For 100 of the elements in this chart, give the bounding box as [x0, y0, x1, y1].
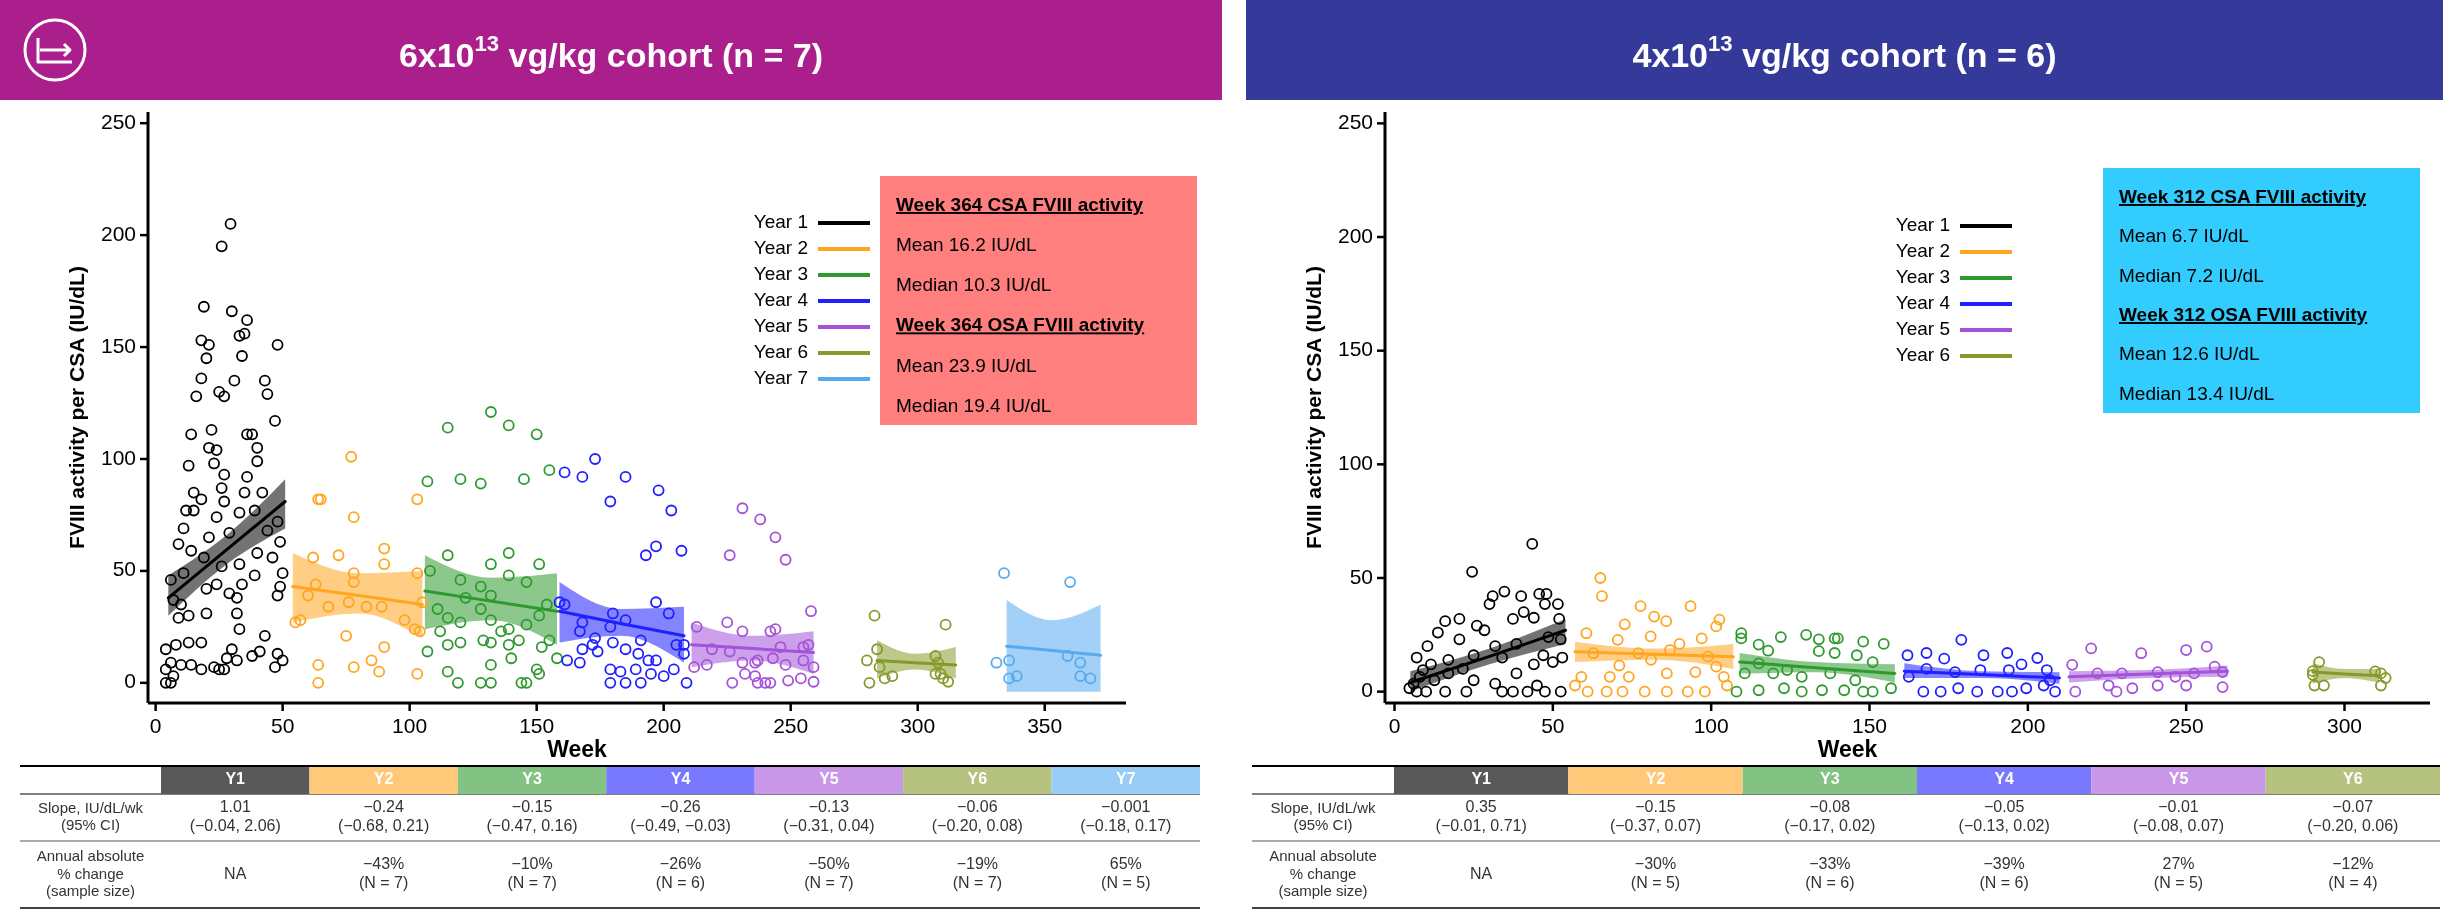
- point: [1824, 667, 1837, 680]
- point: [2049, 685, 2061, 698]
- point: [1977, 649, 1990, 662]
- point: [347, 661, 360, 674]
- point: [1537, 649, 1550, 662]
- point: [1510, 638, 1523, 650]
- x-axis-title: Week: [547, 736, 608, 763]
- point: [629, 663, 642, 676]
- point: [1457, 663, 1469, 675]
- point: [2001, 647, 2014, 659]
- point: [1681, 685, 1694, 698]
- y-tick-label: 250: [1337, 109, 1373, 133]
- legend-label: Year 1: [753, 211, 808, 233]
- point: [1413, 670, 1426, 683]
- legend-label: Year 4: [753, 289, 809, 311]
- text: 27% (N = 5): [2153, 855, 2204, 891]
- point: [441, 638, 454, 651]
- point: [485, 589, 497, 602]
- point: [1622, 670, 1635, 683]
- annotation: Week 364 CSA FVIII activity: [896, 194, 1144, 216]
- point: [1442, 667, 1455, 680]
- point: [860, 654, 873, 667]
- legend-label: Year 2: [1895, 240, 1950, 262]
- point: [452, 676, 464, 689]
- point: [736, 656, 749, 669]
- point: [416, 596, 429, 609]
- text: Annual absolute % change (sample size): [1269, 847, 1377, 899]
- point: [2031, 652, 2044, 664]
- point: [606, 636, 619, 649]
- point: [421, 645, 434, 658]
- x-tick-label: 100: [1693, 713, 1729, 737]
- point: [774, 641, 787, 653]
- point: [2200, 640, 2213, 653]
- point: [1074, 670, 1087, 683]
- point: [1778, 682, 1790, 695]
- legend-label: Year 5: [1895, 318, 1950, 340]
- point: [1439, 615, 1452, 628]
- point: [360, 600, 373, 613]
- point: [1774, 631, 1787, 643]
- point: [1074, 656, 1087, 669]
- point: [485, 558, 497, 571]
- point: [779, 553, 792, 566]
- point: [518, 473, 530, 486]
- point: [1689, 666, 1702, 678]
- point: [1713, 613, 1726, 626]
- point: [2015, 658, 2028, 671]
- point: [2110, 685, 2123, 698]
- point: [1638, 685, 1651, 698]
- text: Y6: [967, 770, 988, 788]
- y-axis-title: FVIII activity per CSA (IU/dL): [64, 266, 88, 549]
- point: [1795, 670, 1808, 683]
- point: [779, 659, 792, 671]
- point: [505, 652, 518, 665]
- point: [998, 567, 1010, 580]
- point: [345, 450, 358, 463]
- point: [543, 634, 556, 647]
- point: [378, 558, 391, 571]
- point: [769, 623, 782, 636]
- point: [1866, 685, 1879, 698]
- point: [1618, 618, 1631, 631]
- point: [307, 551, 320, 564]
- point: [700, 659, 713, 671]
- point: [1603, 670, 1616, 683]
- chart-title: 4x10$^{13}$ vg/kg cohort (n = 6): [1632, 31, 2057, 74]
- point: [1730, 685, 1743, 698]
- point: [619, 676, 632, 689]
- point: [1885, 682, 1897, 695]
- y-tick-label: 0: [124, 669, 136, 693]
- point: [1439, 685, 1452, 698]
- text: −0.26 (−0.49, −0.03): [630, 798, 731, 834]
- x-tick-label: 200: [2010, 713, 2046, 737]
- point: [477, 634, 490, 647]
- text: Y5: [819, 770, 839, 788]
- text: −30% (N = 5): [1630, 855, 1681, 891]
- point: [1539, 598, 1551, 611]
- point: [2151, 679, 2164, 692]
- point: [411, 567, 424, 580]
- point: [1425, 658, 1437, 671]
- point: [1496, 685, 1509, 698]
- text: Y5: [2168, 770, 2189, 788]
- point: [794, 672, 807, 685]
- point: [1489, 640, 1502, 653]
- point: [1526, 537, 1539, 550]
- point: [634, 676, 647, 689]
- point: [886, 670, 899, 683]
- point: [873, 661, 886, 674]
- annotation: Mean 6.7 IU/dL: [2119, 225, 2249, 247]
- text: −19% (N = 7): [952, 855, 1003, 891]
- text: −26% (N = 6): [655, 855, 706, 891]
- text: −0.24 (−0.68, 0.21): [338, 798, 430, 834]
- x-tick-label: 350: [1027, 713, 1063, 737]
- point: [535, 641, 548, 653]
- point: [533, 668, 546, 680]
- point: [1542, 631, 1555, 643]
- text: −0.13 (−0.31, 0.04): [783, 798, 875, 834]
- point: [604, 676, 617, 689]
- legend-label: Year 1: [1895, 214, 1950, 236]
- point: [1467, 674, 1480, 687]
- x-tick-label: 0: [149, 713, 162, 737]
- legend-label: Year 6: [753, 341, 808, 363]
